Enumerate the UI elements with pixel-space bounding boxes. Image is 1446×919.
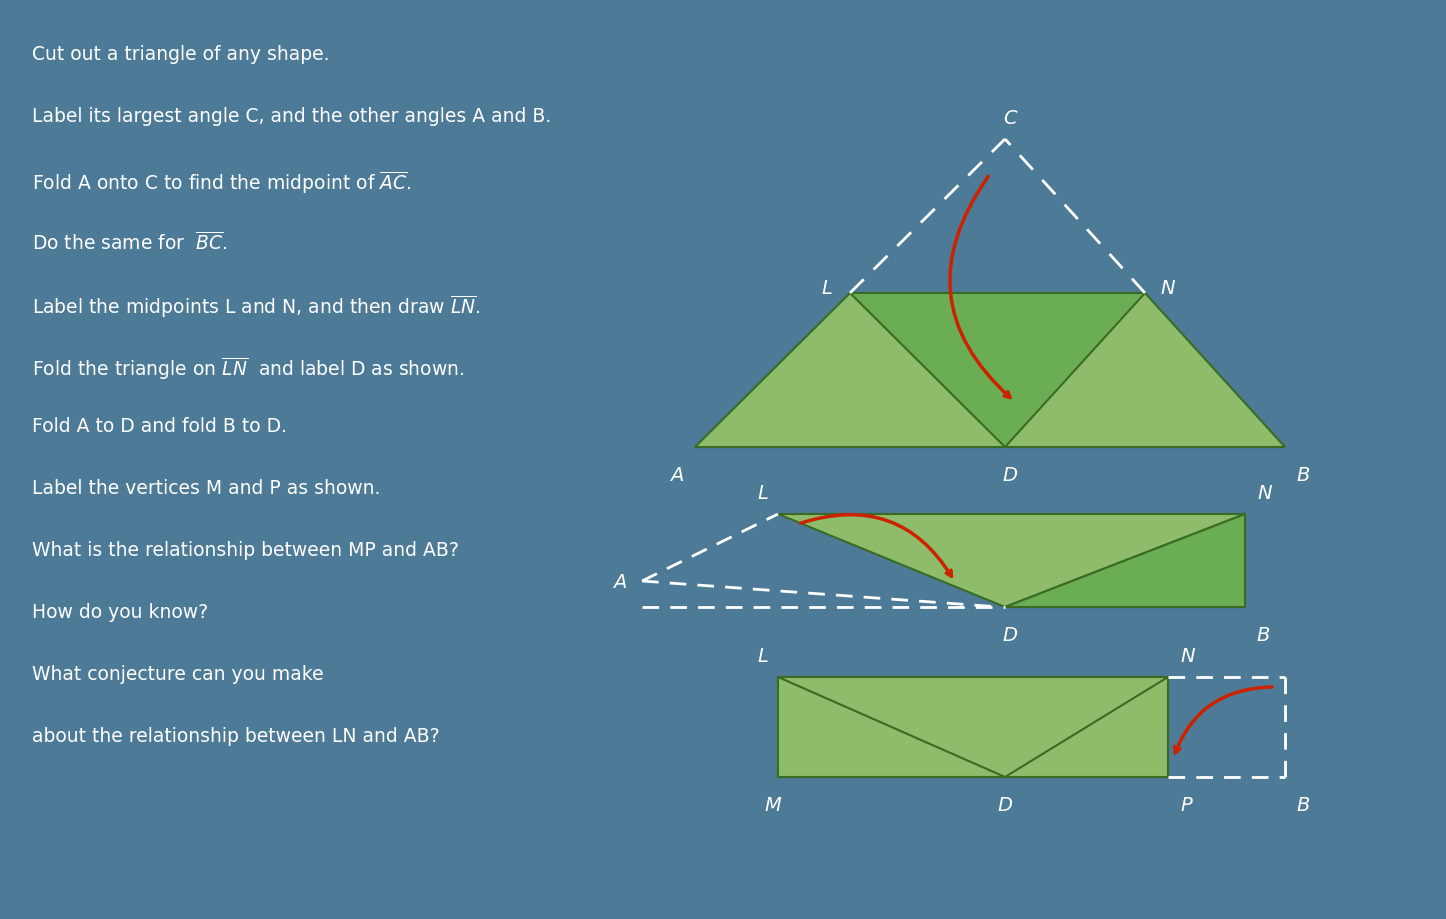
Text: Cut out a triangle of any shape.: Cut out a triangle of any shape. bbox=[32, 45, 330, 64]
Text: D: D bbox=[1002, 466, 1018, 484]
Polygon shape bbox=[778, 677, 1168, 777]
Text: Fold A to D and fold B to D.: Fold A to D and fold B to D. bbox=[32, 416, 286, 436]
Text: M: M bbox=[765, 795, 781, 814]
Polygon shape bbox=[778, 515, 1245, 607]
Text: A: A bbox=[613, 572, 626, 591]
Text: C: C bbox=[1004, 108, 1017, 128]
Text: N: N bbox=[1257, 483, 1271, 503]
Text: B: B bbox=[1296, 795, 1310, 814]
Text: N: N bbox=[1160, 279, 1174, 298]
Text: How do you know?: How do you know? bbox=[32, 602, 208, 621]
Text: about the relationship between LN and AB?: about the relationship between LN and AB… bbox=[32, 726, 440, 745]
Polygon shape bbox=[696, 294, 1285, 448]
Polygon shape bbox=[1005, 515, 1245, 607]
Polygon shape bbox=[850, 294, 1145, 448]
Text: Label its largest angle C, and the other angles A and B.: Label its largest angle C, and the other… bbox=[32, 107, 551, 126]
Text: Label the midpoints L and N, and then draw $\overline{LN}$.: Label the midpoints L and N, and then dr… bbox=[32, 292, 480, 319]
Text: What is the relationship between MP and AB?: What is the relationship between MP and … bbox=[32, 540, 458, 560]
Text: D: D bbox=[1002, 625, 1018, 644]
Text: P: P bbox=[1180, 795, 1192, 814]
Text: L: L bbox=[758, 646, 768, 665]
Text: Do the same for  $\overline{BC}$.: Do the same for $\overline{BC}$. bbox=[32, 231, 227, 254]
Text: A: A bbox=[671, 466, 684, 484]
Text: D: D bbox=[998, 795, 1012, 814]
Text: Label the vertices M and P as shown.: Label the vertices M and P as shown. bbox=[32, 479, 380, 497]
Text: B: B bbox=[1257, 625, 1270, 644]
Text: Fold A onto C to find the midpoint of $\overline{AC}$.: Fold A onto C to find the midpoint of $\… bbox=[32, 169, 411, 196]
Text: L: L bbox=[758, 483, 768, 503]
Text: L: L bbox=[821, 279, 831, 298]
Text: What conjecture can you make: What conjecture can you make bbox=[32, 664, 324, 683]
Text: N: N bbox=[1180, 646, 1194, 665]
Text: Fold the triangle on $\overline{LN}$  and label D as shown.: Fold the triangle on $\overline{LN}$ and… bbox=[32, 355, 464, 381]
Text: B: B bbox=[1296, 466, 1310, 484]
